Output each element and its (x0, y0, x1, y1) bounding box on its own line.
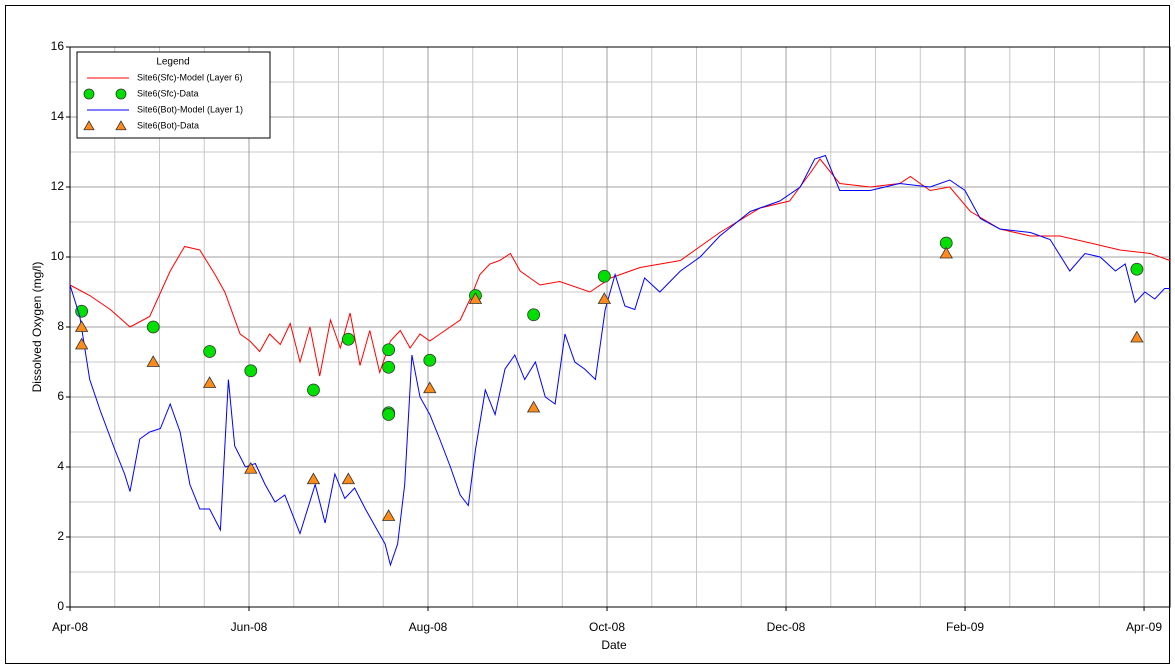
y-tick-label: 14 (51, 109, 65, 123)
y-tick-label: 12 (51, 179, 65, 193)
y-tick-label: 4 (57, 459, 64, 473)
y-tick-label: 0 (57, 599, 64, 613)
x-tick-label: Apr-08 (52, 620, 88, 634)
data-point (75, 304, 89, 318)
legend-label: Site6(Sfc)-Model (Layer 6) (137, 72, 243, 82)
y-tick-label: 8 (57, 319, 64, 333)
data-point (202, 376, 217, 388)
data-point (382, 360, 396, 374)
y-tick-label: 16 (51, 39, 65, 53)
legend-label: Site6(Sfc)-Data (137, 88, 199, 98)
triangle-marker (115, 120, 127, 131)
circle-marker (83, 88, 95, 100)
data-point (597, 292, 612, 304)
data-point (306, 472, 321, 485)
data-point (1130, 330, 1144, 343)
data-point (146, 355, 160, 367)
triangle-marker (83, 120, 95, 131)
x-axis-title: Date (601, 638, 627, 652)
model-line (69, 158, 1171, 377)
x-tick-label: Oct-08 (589, 620, 625, 634)
data-point (146, 320, 160, 334)
plot-area (69, 46, 1171, 608)
data-point (244, 364, 258, 378)
data-point (526, 400, 541, 413)
x-tick-label: Jun-08 (231, 620, 268, 634)
data-point (939, 246, 953, 259)
data-point (527, 308, 541, 322)
circle-marker (115, 88, 127, 100)
data-point (341, 332, 355, 346)
legend-label: Site6(Bot)-Model (Layer 1) (137, 104, 243, 114)
x-tick-label: Apr-09 (1126, 620, 1162, 634)
y-tick-label: 10 (51, 249, 65, 263)
data-point (74, 337, 89, 350)
model-line (69, 154, 1170, 567)
data-point (468, 292, 483, 304)
data-point (74, 320, 89, 332)
data-point (597, 269, 611, 283)
data-point (203, 345, 217, 358)
legend: Legend Site6(Sfc)-Model (Layer 6) Site6(Sf… (76, 51, 271, 139)
y-tick-label: 2 (57, 529, 64, 543)
y-axis-title: Dissolved Oxygen (mg/l) (30, 262, 44, 393)
x-tick-label: Aug-08 (409, 620, 448, 634)
data-point (423, 381, 437, 394)
data-point (382, 343, 396, 357)
y-tick-label: 6 (57, 389, 64, 403)
data-point (423, 353, 437, 367)
legend-title: Legend (156, 57, 189, 68)
data-point (1130, 262, 1144, 276)
data-point (307, 383, 320, 397)
legend-box (76, 51, 271, 139)
data-point (381, 509, 396, 521)
x-tick-label: Feb-09 (946, 620, 984, 634)
x-tick-label: Dec-08 (767, 620, 806, 634)
data-point (244, 461, 258, 474)
legend-label: Site6(Bot)-Data (137, 120, 199, 130)
data-point (382, 408, 396, 421)
data-point (341, 472, 356, 485)
